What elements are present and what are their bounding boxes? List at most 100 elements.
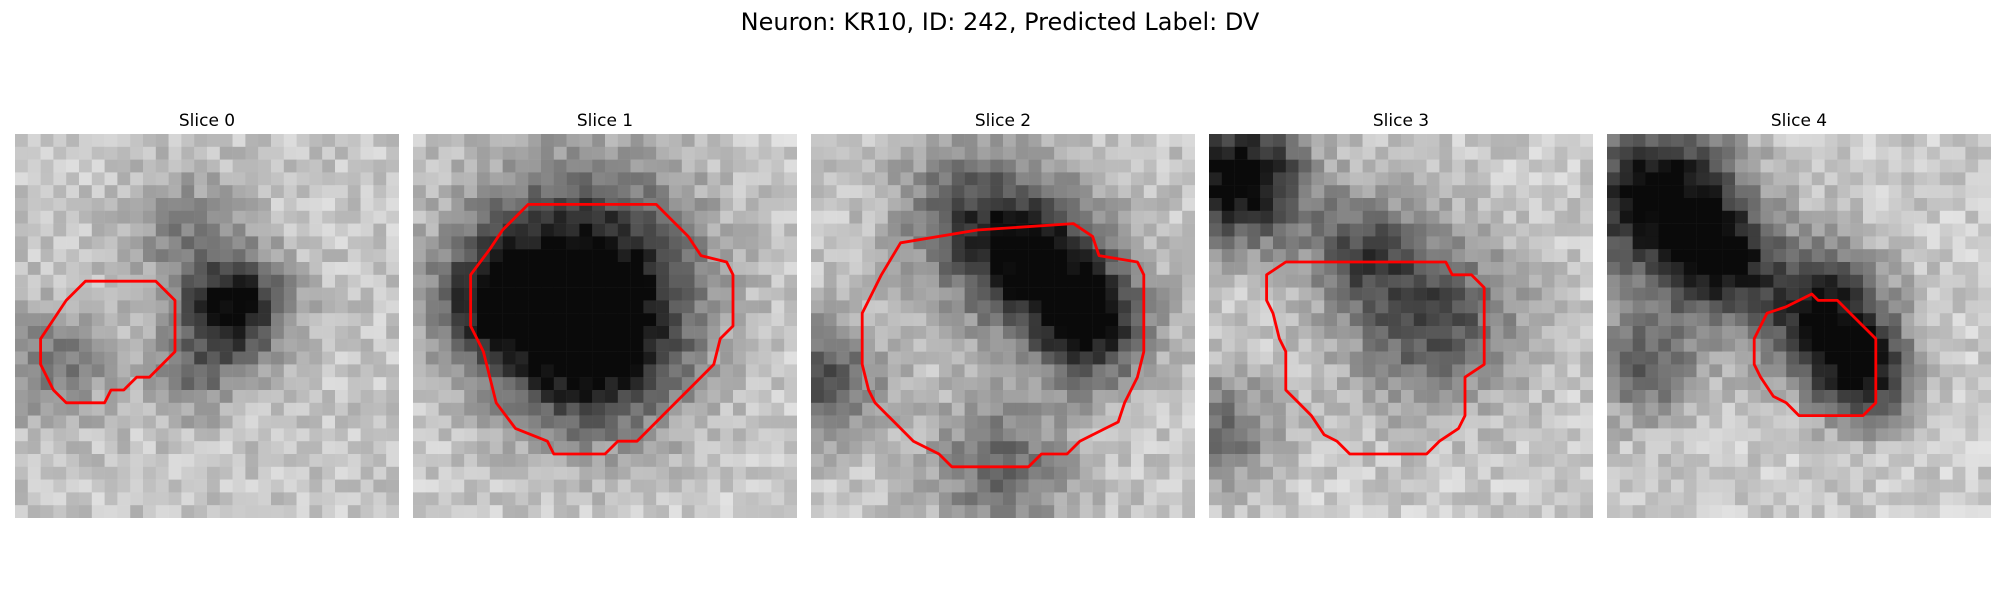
pixel (643, 159, 657, 173)
pixel (1645, 274, 1659, 288)
pixel (1658, 198, 1672, 212)
pixel (1888, 364, 1902, 378)
pixel (1182, 428, 1195, 442)
pixel (1901, 159, 1915, 173)
pixel (1863, 300, 1877, 314)
pixel (1426, 454, 1440, 468)
pixel (1735, 377, 1749, 391)
pixel (219, 223, 233, 237)
pixel (1735, 249, 1749, 263)
pixel (91, 402, 105, 416)
pixel (271, 505, 285, 518)
pixel (335, 505, 349, 518)
pixel (1131, 172, 1145, 186)
pixel (758, 249, 772, 263)
pixel (939, 428, 953, 442)
pixel (784, 364, 797, 378)
pixel (1401, 172, 1415, 186)
pixel (515, 479, 529, 493)
pixel (1760, 364, 1774, 378)
pixel (694, 210, 708, 224)
pixel (1028, 172, 1042, 186)
pixel (1182, 492, 1195, 506)
pixel (1965, 172, 1979, 186)
pixel (194, 274, 208, 288)
pixel (1298, 454, 1312, 468)
pixel (413, 428, 427, 442)
pixel (745, 428, 759, 442)
pixel (1965, 185, 1979, 199)
pixel (913, 479, 927, 493)
pixel (964, 134, 978, 148)
pixel (1143, 274, 1157, 288)
pixel (155, 338, 169, 352)
pixel (784, 198, 797, 212)
pixel (66, 223, 80, 237)
pixel (643, 172, 657, 186)
pixel (1580, 262, 1593, 276)
roi-contour (39, 279, 177, 405)
pixel (1824, 236, 1838, 250)
pixel (1182, 441, 1195, 455)
pixel (1927, 402, 1941, 416)
pixel (1079, 236, 1093, 250)
pixel (1028, 274, 1042, 288)
pixel (1182, 236, 1195, 250)
pixel (1221, 172, 1235, 186)
pixel (1375, 390, 1389, 404)
pixel (1362, 198, 1376, 212)
pixel (1837, 287, 1851, 301)
pixel (1875, 287, 1889, 301)
pixel (566, 326, 580, 340)
pixel (1799, 185, 1813, 199)
pixel (1260, 223, 1274, 237)
pixel (1003, 402, 1017, 416)
pixel (1465, 326, 1479, 340)
pixel (1413, 223, 1427, 237)
pixel (477, 198, 491, 212)
pixel (1234, 146, 1248, 160)
pixel (1965, 377, 1979, 391)
pixel (1349, 223, 1363, 237)
pixel (528, 159, 542, 173)
pixel (1169, 287, 1183, 301)
pixel (219, 428, 233, 442)
pixel (1632, 198, 1646, 212)
pixel (887, 210, 901, 224)
pixel (1567, 428, 1581, 442)
pixel (1850, 454, 1864, 468)
pixel (1799, 223, 1813, 237)
pixel (27, 198, 41, 212)
pixel (1260, 454, 1274, 468)
pixel (1965, 466, 1979, 480)
pixel (1952, 479, 1966, 493)
pixel (1452, 134, 1466, 148)
pixel (1735, 505, 1749, 518)
pixel (1607, 454, 1621, 468)
pixel (836, 377, 850, 391)
pixel (1554, 377, 1568, 391)
pixel (27, 172, 41, 186)
pixel (964, 236, 978, 250)
pixel (464, 146, 478, 160)
pixel (1298, 210, 1312, 224)
pixel (283, 185, 297, 199)
pixel (1413, 428, 1427, 442)
pixel (811, 492, 825, 506)
pixel (1850, 287, 1864, 301)
pixel (1914, 134, 1928, 148)
pixel (1028, 134, 1042, 148)
pixel (15, 505, 29, 518)
pixel (528, 454, 542, 468)
pixel (515, 351, 529, 365)
pixel (1105, 210, 1119, 224)
pixel (27, 377, 41, 391)
pixel (707, 146, 721, 160)
pixel (1786, 377, 1800, 391)
pixel (1939, 313, 1953, 327)
pixel (1465, 223, 1479, 237)
pixel (143, 300, 157, 314)
pixel (1837, 338, 1851, 352)
pixel (1760, 146, 1774, 160)
pixel (643, 146, 657, 160)
